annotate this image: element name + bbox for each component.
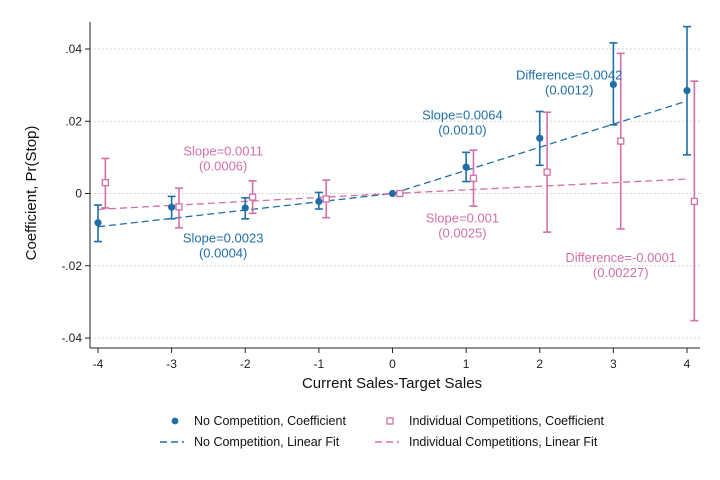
data-point	[241, 204, 249, 212]
legend: No Competition, Coefficient Individual Co…	[160, 414, 605, 449]
annotation-line: Slope=0.0023	[183, 230, 264, 245]
data-point	[322, 195, 330, 203]
annotation-line: Slope=0.0064	[422, 107, 503, 122]
legend-symbol-circle	[171, 417, 179, 425]
y-axis-title: Coefficient, Pr(Stop)	[23, 126, 40, 261]
data-point	[248, 193, 257, 201]
data-point	[462, 163, 470, 171]
annotation: Difference=0.0042 (0.0012)	[516, 68, 622, 98]
x-tick-label: 1	[463, 357, 470, 371]
annotation-line: (0.0025)	[438, 225, 486, 240]
annotation-line: Slope=0.0011	[183, 144, 263, 159]
data-point	[94, 219, 102, 227]
data-point	[690, 197, 699, 206]
y-tick-label: 0	[75, 187, 82, 201]
y-tick-label: -.04	[61, 331, 82, 345]
linear-fit-lines	[97, 100, 688, 228]
x-tick-label: -2	[240, 357, 251, 371]
annotation-line: Slope=0.001	[426, 210, 499, 225]
annotation-line: Difference=-0.0001	[565, 250, 676, 265]
fit-line-segment	[392, 178, 688, 195]
x-tick-label: 0	[389, 357, 396, 371]
data-point	[101, 179, 110, 187]
x-tick-label: -4	[93, 357, 104, 371]
annotation: Difference=-0.0001 (0.00227)	[565, 250, 676, 280]
annotation: Slope=0.0011 (0.0006)	[183, 144, 263, 174]
annotation-line: (0.0010)	[438, 122, 486, 137]
legend-label: Individual Competitions, Coefficient	[409, 414, 605, 428]
coefficient-points	[94, 80, 699, 227]
data-point	[175, 203, 183, 211]
annotation-line: (0.00227)	[593, 265, 649, 280]
x-tick-label: 3	[610, 357, 617, 371]
legend-label: No Competition, Coefficient	[194, 414, 346, 428]
annotation: Slope=0.0064 (0.0010)	[422, 107, 503, 137]
y-tick-label: .02	[65, 114, 82, 128]
legend-label: Individual Competitions, Linear Fit	[409, 435, 598, 449]
x-axis-title: Current Sales-Target Sales	[302, 375, 482, 392]
data-point	[536, 134, 544, 142]
data-point	[396, 189, 404, 198]
data-point	[315, 197, 323, 206]
annotations: Difference=0.0042 (0.0012)Slope=0.0064 (0.…	[183, 68, 676, 280]
axes: .04 .02 0 -.02 -.04 -4 -3 -2 -1 0 1 2 3 4	[61, 22, 700, 371]
x-tick-label: -3	[166, 357, 177, 371]
annotation-line: (0.0012)	[545, 83, 593, 98]
data-point	[168, 203, 176, 211]
data-point	[617, 137, 625, 145]
x-tick-label: 2	[536, 357, 543, 371]
data-point	[609, 80, 617, 89]
data-point	[543, 168, 551, 176]
annotation-line: (0.0004)	[199, 245, 247, 260]
annotation: Slope=0.001 (0.0025)	[426, 210, 499, 240]
data-point	[469, 174, 478, 182]
annotation-line: (0.0006)	[199, 159, 247, 174]
annotation: Slope=0.0023 (0.0004)	[183, 230, 264, 260]
legend-symbol-square	[386, 417, 394, 425]
annotation-line: Difference=0.0042	[516, 68, 622, 83]
x-tick-label: -1	[314, 357, 325, 371]
x-tick-label: 4	[684, 357, 691, 371]
y-tick-label: -.02	[61, 259, 82, 273]
legend-label: No Competition, Linear Fit	[194, 435, 340, 449]
data-point	[388, 189, 397, 198]
y-tick-label: .04	[65, 42, 82, 56]
data-point	[683, 86, 691, 95]
